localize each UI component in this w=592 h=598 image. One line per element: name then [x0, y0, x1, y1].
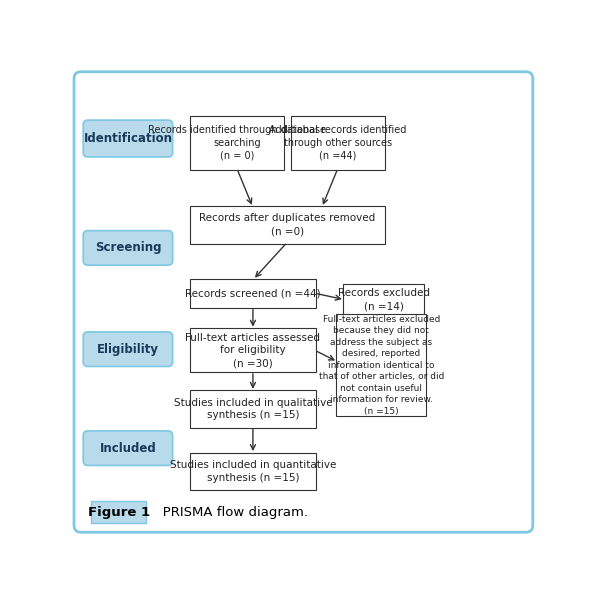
FancyBboxPatch shape [343, 285, 424, 315]
FancyBboxPatch shape [83, 332, 173, 367]
FancyBboxPatch shape [189, 206, 385, 243]
Text: Studies included in quantitative
synthesis (n =15): Studies included in quantitative synthes… [170, 460, 336, 483]
FancyBboxPatch shape [291, 117, 385, 170]
Text: Records identified through database
searching
(n = 0): Records identified through database sear… [148, 126, 326, 161]
FancyBboxPatch shape [189, 279, 316, 308]
Text: PRISMA flow diagram.: PRISMA flow diagram. [150, 506, 308, 519]
FancyBboxPatch shape [189, 117, 284, 170]
FancyBboxPatch shape [74, 72, 533, 532]
Text: Additional records identified
through other sources
(n =44): Additional records identified through ot… [269, 126, 407, 161]
FancyBboxPatch shape [83, 431, 173, 465]
Text: Figure 1: Figure 1 [88, 506, 150, 519]
FancyBboxPatch shape [91, 501, 146, 523]
Text: Identification: Identification [83, 132, 172, 145]
Text: Eligibility: Eligibility [97, 343, 159, 356]
Text: Records screened (n =44): Records screened (n =44) [185, 288, 321, 298]
FancyBboxPatch shape [336, 315, 426, 416]
FancyBboxPatch shape [83, 231, 173, 265]
FancyBboxPatch shape [83, 120, 173, 157]
Text: Full-text articles excluded
because they did not
address the subject as
desired,: Full-text articles excluded because they… [318, 315, 444, 416]
Text: Studies included in qualitative
synthesis (n =15): Studies included in qualitative synthesi… [173, 398, 332, 420]
Text: Records excluded
(n =14): Records excluded (n =14) [337, 288, 430, 311]
FancyBboxPatch shape [189, 328, 316, 373]
FancyBboxPatch shape [189, 390, 316, 428]
FancyBboxPatch shape [189, 453, 316, 490]
Text: Screening: Screening [95, 242, 161, 254]
Text: Records after duplicates removed
(n =0): Records after duplicates removed (n =0) [200, 213, 375, 236]
Text: Full-text articles assessed
for eligibility
(n =30): Full-text articles assessed for eligibil… [185, 332, 320, 368]
Text: Included: Included [99, 442, 156, 454]
